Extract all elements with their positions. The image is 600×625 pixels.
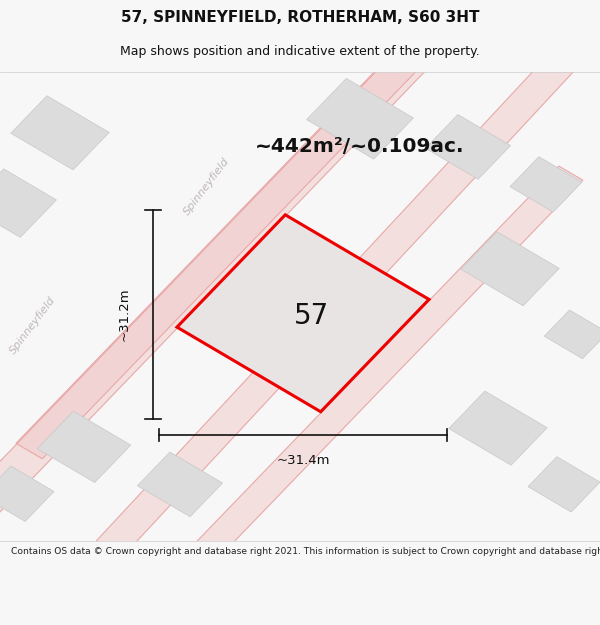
Polygon shape: [222, 255, 378, 376]
Polygon shape: [16, 0, 584, 459]
Text: Contains OS data © Crown copyright and database right 2021. This information is : Contains OS data © Crown copyright and d…: [11, 548, 600, 556]
Polygon shape: [17, 166, 583, 625]
Polygon shape: [137, 452, 223, 517]
Polygon shape: [11, 96, 109, 170]
Polygon shape: [70, 0, 600, 584]
Polygon shape: [461, 232, 559, 306]
Text: 57: 57: [295, 302, 329, 329]
Text: Spinneyfield: Spinneyfield: [182, 156, 232, 218]
Polygon shape: [425, 114, 511, 179]
Polygon shape: [0, 466, 54, 521]
Text: ~31.4m: ~31.4m: [276, 454, 330, 468]
Polygon shape: [37, 411, 131, 482]
Polygon shape: [0, 169, 56, 238]
Text: 57, SPINNEYFIELD, ROTHERHAM, S60 3HT: 57, SPINNEYFIELD, ROTHERHAM, S60 3HT: [121, 11, 479, 26]
Polygon shape: [510, 157, 582, 212]
Text: Spinneyfield: Spinneyfield: [8, 294, 58, 356]
Text: Map shows position and indicative extent of the property.: Map shows position and indicative extent…: [120, 45, 480, 58]
Text: ~442m²/~0.109ac.: ~442m²/~0.109ac.: [255, 138, 465, 156]
Text: ~31.2m: ~31.2m: [118, 288, 131, 341]
Polygon shape: [544, 310, 600, 359]
Polygon shape: [0, 16, 460, 596]
Polygon shape: [528, 457, 600, 512]
Polygon shape: [449, 391, 547, 465]
Polygon shape: [177, 215, 429, 412]
Polygon shape: [307, 78, 413, 159]
